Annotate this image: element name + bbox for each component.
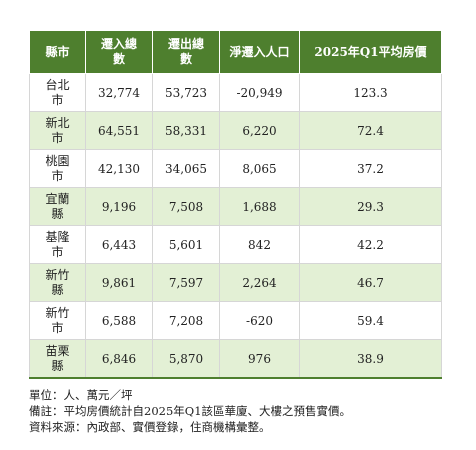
header-avg-price: 2025年Q1平均房價 [299, 30, 442, 74]
header-net-migration: 淨遷入人口 [219, 30, 300, 74]
city-cell: 台北市 [29, 73, 86, 112]
avg-price-cell: 37.2 [299, 149, 442, 188]
move-in-cell: 32,774 [85, 73, 153, 112]
avg-price-cell: 42.2 [299, 225, 442, 264]
avg-price-cell: 46.7 [299, 263, 442, 302]
avg-price-cell: 29.3 [299, 187, 442, 226]
avg-price-cell: 72.4 [299, 111, 442, 150]
move-out-cell: 7,508 [152, 187, 220, 226]
move-in-cell: 9,196 [85, 187, 153, 226]
footnotes: 單位：人、萬元／坪 備註：平均房價統計自2025年Q1該區華廈、大樓之預售實價。… [29, 387, 449, 435]
city-cell: 新竹縣 [29, 263, 86, 302]
table-row: 苗栗縣 6,846 5,870 976 38.9 [29, 339, 442, 379]
unit-note: 單位：人、萬元／坪 [29, 388, 133, 402]
move-out-cell: 5,601 [152, 225, 220, 264]
move-out-cell: 34,065 [152, 149, 220, 188]
table-row: 新竹市 6,588 7,208 -620 59.4 [29, 301, 442, 340]
move-in-cell: 9,861 [85, 263, 153, 302]
move-in-cell: 6,588 [85, 301, 153, 340]
avg-price-cell: 38.9 [299, 339, 442, 379]
move-in-cell: 6,443 [85, 225, 153, 264]
table-row: 台北市 32,774 53,723 -20,949 123.3 [29, 73, 442, 112]
move-in-cell: 42,130 [85, 149, 153, 188]
move-out-cell: 5,870 [152, 339, 220, 379]
migration-price-table: 縣市 遷入總數 遷出總數 淨遷入人口 2025年Q1平均房價 台北市 32,774… [29, 30, 442, 379]
avg-price-cell: 123.3 [299, 73, 442, 112]
header-move-out: 遷出總數 [152, 30, 220, 74]
remark-note: 備註：平均房價統計自2025年Q1該區華廈、大樓之預售實價。 [29, 404, 352, 418]
move-out-cell: 58,331 [152, 111, 220, 150]
net-migration-cell: 1,688 [219, 187, 300, 226]
table-row: 宜蘭縣 9,196 7,508 1,688 29.3 [29, 187, 442, 226]
move-in-cell: 64,551 [85, 111, 153, 150]
city-cell: 新北市 [29, 111, 86, 150]
city-cell: 宜蘭縣 [29, 187, 86, 226]
move-out-cell: 53,723 [152, 73, 220, 112]
table-header-row: 縣市 遷入總數 遷出總數 淨遷入人口 2025年Q1平均房價 [29, 30, 442, 74]
city-cell: 基隆市 [29, 225, 86, 264]
net-migration-cell: -20,949 [219, 73, 300, 112]
header-city: 縣市 [29, 30, 86, 74]
city-cell: 新竹市 [29, 301, 86, 340]
move-out-cell: 7,597 [152, 263, 220, 302]
move-in-cell: 6,846 [85, 339, 153, 379]
net-migration-cell: 842 [219, 225, 300, 264]
source-note: 資料來源：內政部、實價登錄，住商機構彙整。 [29, 420, 271, 434]
table-body: 台北市 32,774 53,723 -20,949 123.3 新北市 64,551 58,3… [29, 73, 442, 379]
net-migration-cell: -620 [219, 301, 300, 340]
move-out-cell: 7,208 [152, 301, 220, 340]
net-migration-cell: 8,065 [219, 149, 300, 188]
net-migration-cell: 2,264 [219, 263, 300, 302]
header-move-in: 遷入總數 [85, 30, 153, 74]
table-row: 新竹縣 9,861 7,597 2,264 46.7 [29, 263, 442, 302]
city-cell: 苗栗縣 [29, 339, 86, 379]
avg-price-cell: 59.4 [299, 301, 442, 340]
net-migration-cell: 976 [219, 339, 300, 379]
net-migration-cell: 6,220 [219, 111, 300, 150]
table-row: 基隆市 6,443 5,601 842 42.2 [29, 225, 442, 264]
table-row: 新北市 64,551 58,331 6,220 72.4 [29, 111, 442, 150]
city-cell: 桃園市 [29, 149, 86, 188]
table-row: 桃園市 42,130 34,065 8,065 37.2 [29, 149, 442, 188]
